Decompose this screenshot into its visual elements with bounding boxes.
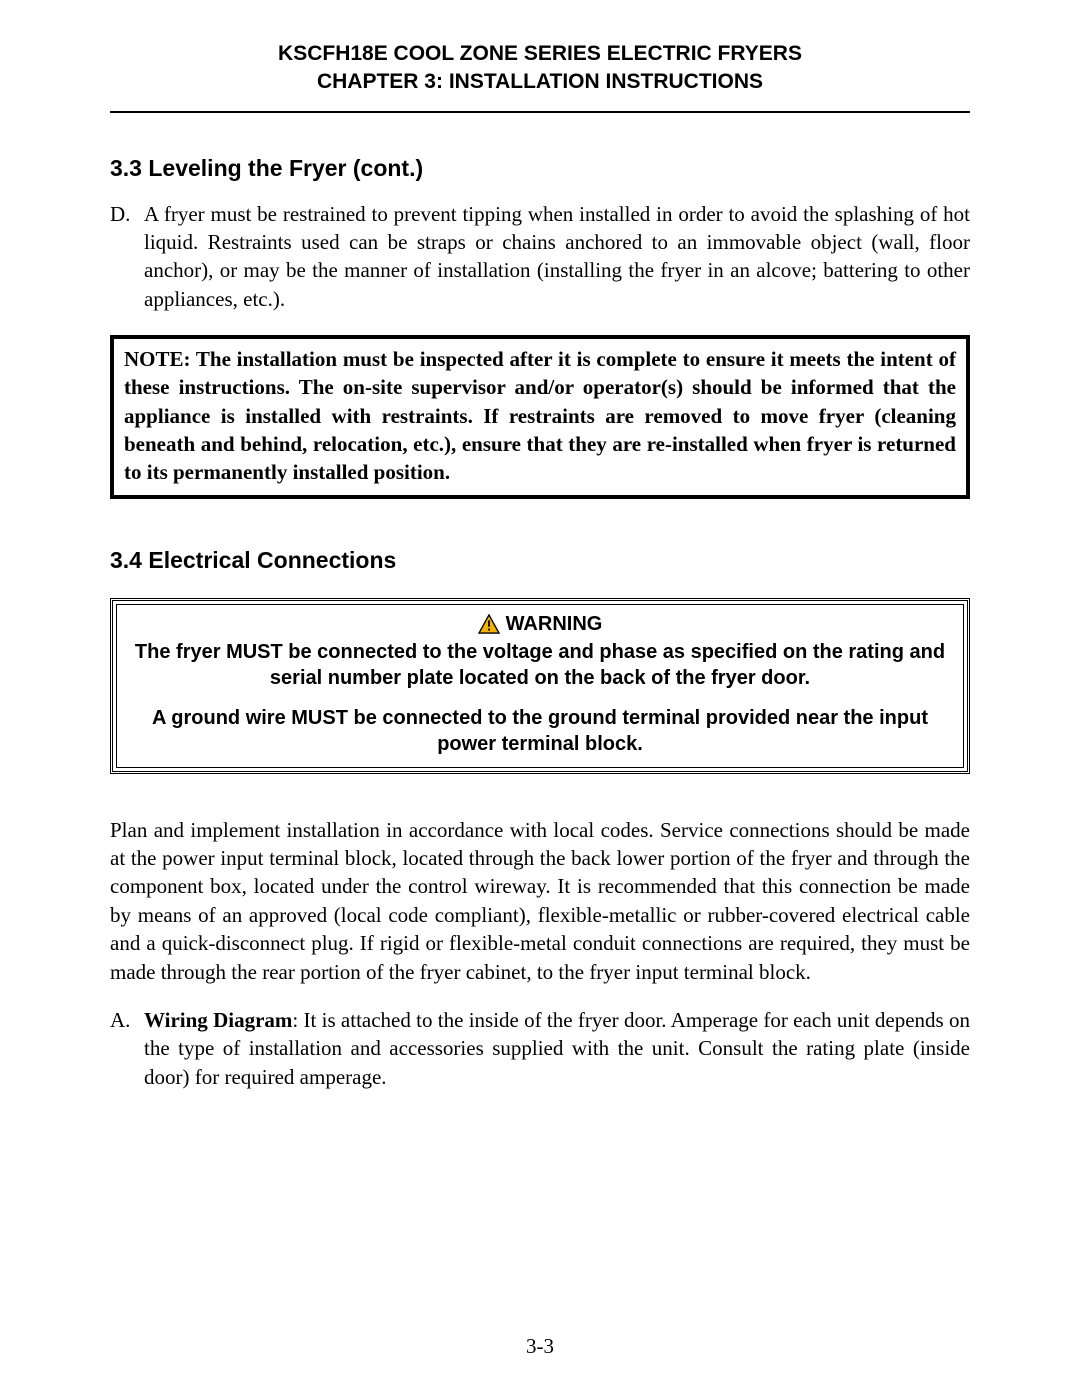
header-line-1: KSCFH18E COOL ZONE SERIES ELECTRIC FRYER… [110, 40, 970, 68]
item-a-body: Wiring Diagram: It is attached to the in… [144, 1006, 970, 1091]
note-box: NOTE: The installation must be inspected… [110, 335, 970, 499]
warning-para-1: The fryer MUST be connected to the volta… [129, 639, 951, 691]
warning-para-2: A ground wire MUST be connected to the g… [129, 705, 951, 757]
section-3-4-heading: 3.4 Electrical Connections [110, 547, 970, 574]
item-d: D. A fryer must be restrained to prevent… [110, 200, 970, 313]
warning-inner: WARNING The fryer MUST be connected to t… [116, 604, 964, 768]
warning-title-row: WARNING [129, 611, 951, 637]
item-a-run-in: Wiring Diagram [144, 1008, 292, 1032]
page: KSCFH18E COOL ZONE SERIES ELECTRIC FRYER… [0, 0, 1080, 1397]
warning-title: WARNING [506, 611, 603, 637]
section-3-3-heading: 3.3 Leveling the Fryer (cont.) [110, 155, 970, 182]
page-header: KSCFH18E COOL ZONE SERIES ELECTRIC FRYER… [110, 40, 970, 97]
warning-box: WARNING The fryer MUST be connected to t… [110, 598, 970, 774]
page-number: 3-3 [0, 1334, 1080, 1359]
item-d-text: A fryer must be restrained to prevent ti… [144, 200, 970, 313]
section-3-4-intro: Plan and implement installation in accor… [110, 816, 970, 986]
warning-triangle-icon [478, 614, 500, 634]
header-line-2: CHAPTER 3: INSTALLATION INSTRUCTIONS [110, 68, 970, 96]
note-text: NOTE: The installation must be inspected… [124, 347, 956, 484]
item-d-marker: D. [110, 200, 144, 313]
header-rule [110, 111, 970, 113]
warning-spacer [129, 691, 951, 705]
item-a: A. Wiring Diagram: It is attached to the… [110, 1006, 970, 1091]
item-a-marker: A. [110, 1006, 144, 1091]
